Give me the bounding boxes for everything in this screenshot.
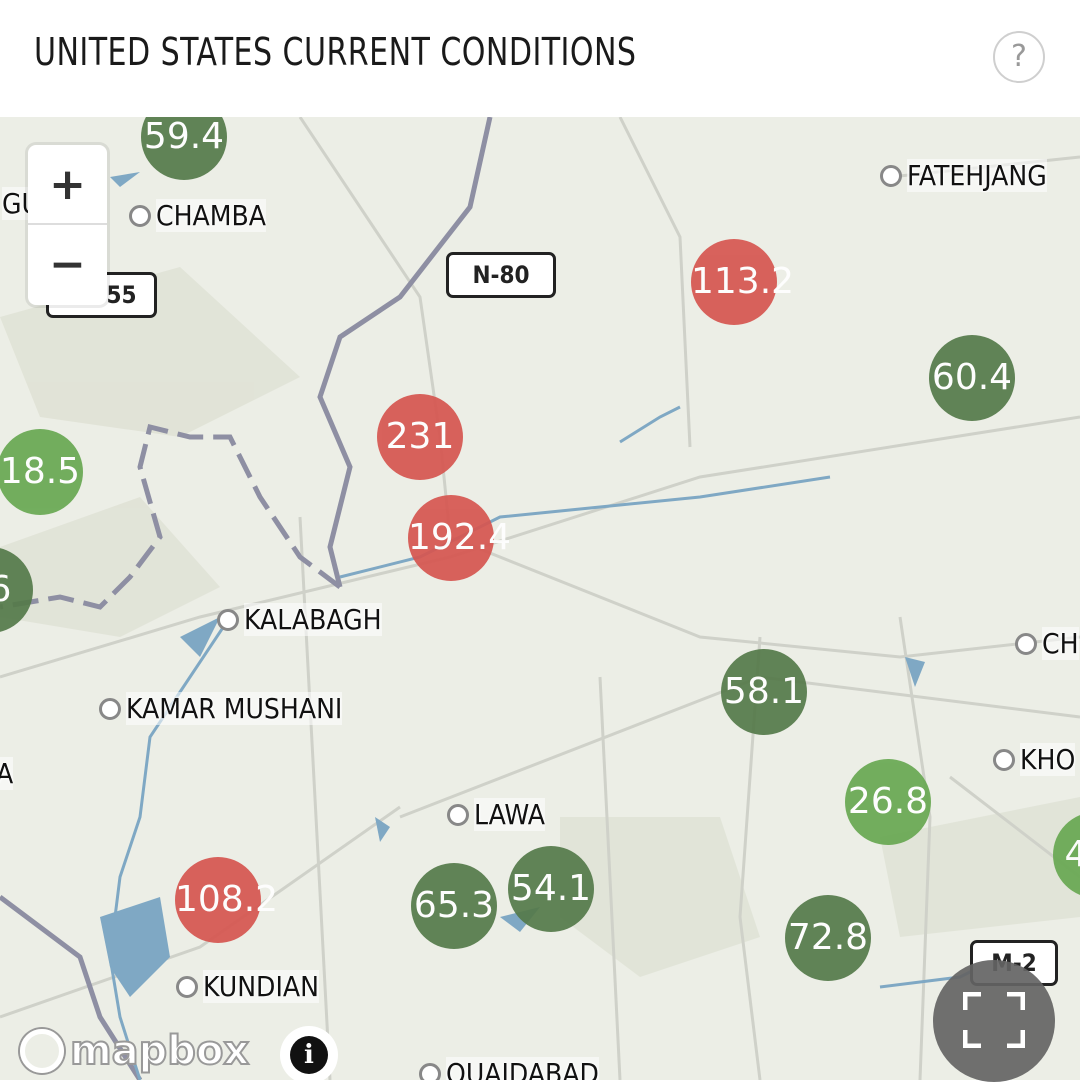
aqi-marker[interactable]: 26.8 <box>845 759 931 845</box>
aqi-marker[interactable]: 60.4 <box>929 335 1015 421</box>
city-label: CH <box>1015 627 1079 660</box>
city-label: KHO <box>993 743 1076 776</box>
aqi-marker[interactable]: 59.4 <box>141 117 227 180</box>
city-dot-icon <box>217 608 239 631</box>
city-dot-icon <box>419 1062 441 1080</box>
aqi-marker[interactable]: 192.4 <box>408 495 511 581</box>
aqi-marker[interactable]: 65.3 <box>411 863 497 949</box>
city-label: FATEHJANG <box>880 159 1047 192</box>
aqi-marker[interactable]: 58.1 <box>721 649 807 735</box>
fullscreen-button[interactable] <box>933 960 1055 1082</box>
city-label: A <box>0 757 14 790</box>
aqi-marker[interactable]: 18.5 <box>0 429 83 515</box>
city-dot-icon <box>447 803 469 826</box>
city-dot-icon <box>99 697 121 720</box>
mapbox-logo-icon <box>20 1029 64 1073</box>
city-dot-icon <box>129 204 151 227</box>
help-button[interactable]: ? <box>993 31 1045 83</box>
map[interactable]: N-80 55 M-2 FATEHJANG CHAMBA KALABAGH KA… <box>0 117 1080 1080</box>
zoom-out-button[interactable]: − <box>49 239 86 290</box>
city-label: KAMAR MUSHANI <box>99 692 343 725</box>
aqi-marker[interactable]: 231 <box>377 394 463 480</box>
city-dot-icon <box>880 164 902 187</box>
city-dot-icon <box>1015 632 1037 655</box>
city-label: KALABAGH <box>217 603 382 636</box>
expand-icon <box>963 992 1025 1048</box>
city-dot-icon <box>993 748 1015 771</box>
city-label: KUNDIAN <box>176 970 319 1003</box>
zoom-control: + − <box>28 145 107 305</box>
city-label: CHAMBA <box>129 199 267 232</box>
aqi-marker[interactable]: 72.8 <box>785 895 871 981</box>
city-dot-icon <box>176 975 198 998</box>
info-icon: i <box>290 1036 328 1074</box>
aqi-marker[interactable]: 108.2 <box>175 857 278 943</box>
city-label: QUAIDABAD <box>419 1057 599 1080</box>
aqi-marker[interactable]: 113.2 <box>691 239 794 325</box>
header: UNITED STATES CURRENT CONDITIONS ? <box>0 0 1080 117</box>
aqi-marker[interactable]: 54.1 <box>508 846 594 932</box>
city-label: LAWA <box>447 798 545 831</box>
map-base-layer <box>0 117 1080 1080</box>
zoom-in-button[interactable]: + <box>28 145 107 225</box>
page-title: UNITED STATES CURRENT CONDITIONS <box>34 30 637 74</box>
road-shield: N-80 <box>446 252 556 298</box>
attribution-info-button[interactable]: i <box>280 1026 338 1084</box>
mapbox-logo[interactable]: mapbox <box>20 1027 250 1075</box>
